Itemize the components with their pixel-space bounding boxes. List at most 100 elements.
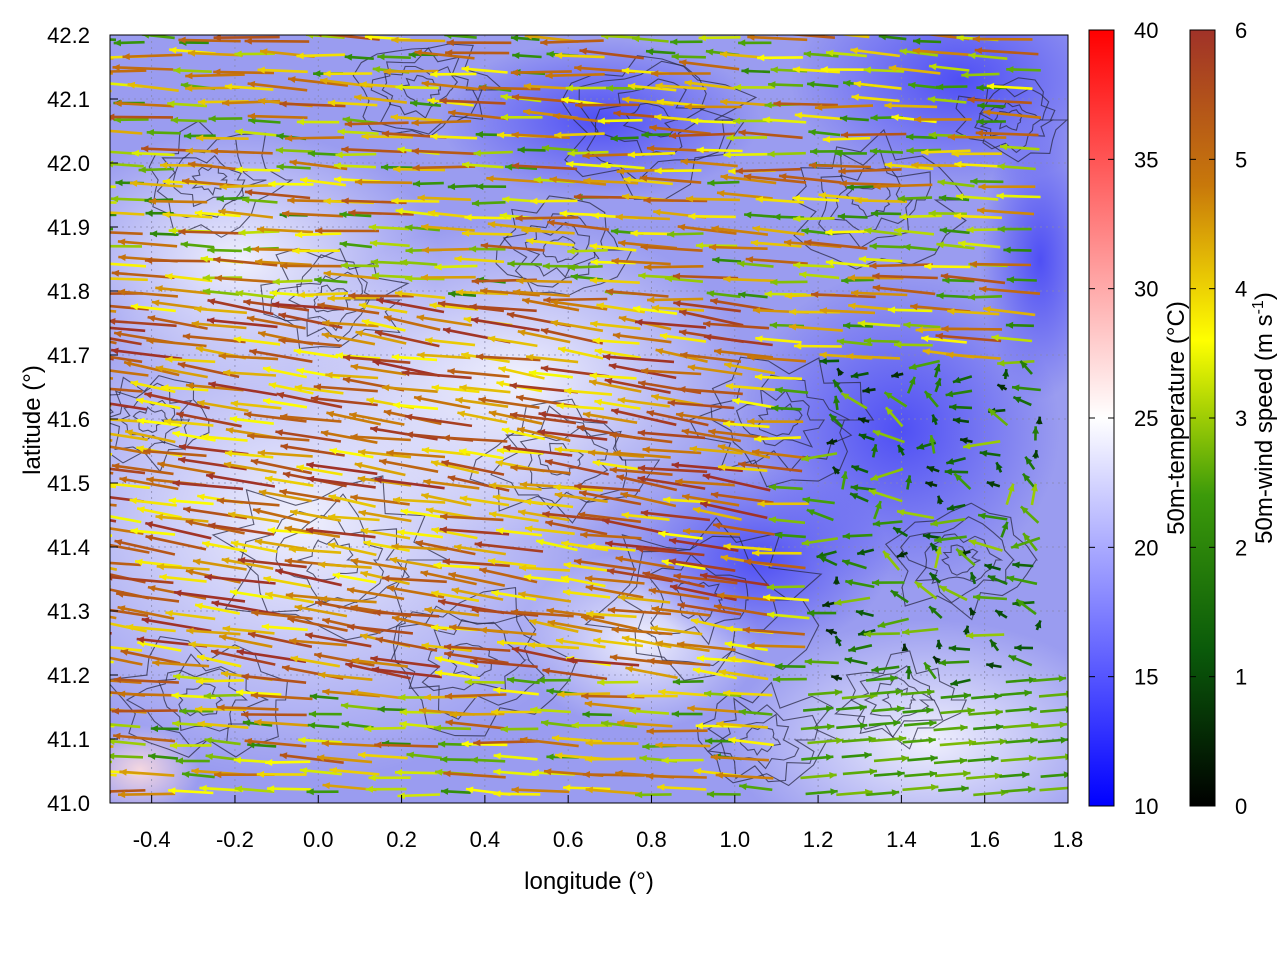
wind-vector-shaft (524, 526, 575, 536)
wind-vector-head (118, 254, 126, 261)
wind-vector-shaft (110, 585, 111, 589)
wind-vector-shaft (162, 212, 213, 219)
wind-vector-head (888, 64, 897, 72)
wind-vector-head (351, 657, 360, 665)
wind-vector-head (679, 309, 687, 317)
wind-vector-head (493, 752, 501, 760)
wind-vector-head (1067, 784, 1068, 786)
wind-vector-shaft (673, 574, 738, 585)
wind-vector-shaft (723, 152, 768, 157)
wind-vector-head (550, 319, 559, 327)
wind-vector-head (430, 624, 439, 631)
wind-vector-head (459, 495, 468, 503)
wind-vector-head (294, 384, 303, 392)
wind-vector-head (328, 542, 336, 550)
wind-vector-head (168, 227, 176, 235)
wind-vector-head (700, 501, 708, 509)
wind-vector-shaft (254, 260, 312, 267)
wind-vector-shaft (521, 298, 580, 312)
wind-vector-head (623, 176, 631, 184)
wind-vector-shaft (488, 483, 542, 491)
wind-vector-head (858, 417, 866, 424)
wind-vector-head (74, 322, 82, 329)
wind-vector-head (543, 296, 551, 304)
wind-vector-head (243, 298, 251, 306)
wind-vector-shaft (479, 628, 537, 636)
wind-vector-head (207, 317, 215, 325)
wind-vector-head (207, 246, 215, 254)
wind-vector-head (1066, 690, 1068, 698)
wind-vector-head (357, 475, 366, 483)
x-tick-label: 1.0 (719, 827, 750, 852)
wind-vector-head (170, 116, 179, 124)
wind-vector-head (449, 711, 457, 718)
x-tick-label: 0.2 (386, 827, 417, 852)
wind-vector-head (602, 518, 610, 525)
wind-vector-shaft (516, 279, 573, 284)
wind-vector-shaft (119, 770, 175, 777)
wind-vector-head (451, 587, 460, 595)
wind-vector-shaft (122, 53, 183, 59)
wind-vector-head (288, 546, 297, 553)
wind-vector-shaft (605, 289, 669, 298)
wind-vector-head (348, 209, 356, 217)
wind-vector-head (194, 305, 202, 313)
wind-vector-shaft (715, 773, 774, 780)
wind-vector-head (147, 315, 156, 322)
wind-vector-head (323, 70, 331, 78)
wind-vector-head (834, 689, 843, 696)
wind-vector-head (893, 527, 902, 535)
wind-vector-shaft (110, 304, 149, 311)
wind-vector-shaft (587, 544, 636, 552)
wind-vector-head (899, 213, 907, 221)
wind-vector-head (442, 434, 450, 442)
wind-vector-head (282, 471, 291, 479)
wind-vector-head (90, 583, 98, 590)
contour-line (646, 553, 749, 646)
wind-vector-head (681, 428, 690, 436)
wind-vector-shaft (451, 588, 504, 601)
wind-vector-shaft (110, 656, 143, 666)
colorbar-tick-label: 1 (1235, 665, 1247, 690)
wind-vector-head (616, 474, 625, 482)
wind-vector-shaft (678, 60, 740, 71)
wind-vector-head (505, 163, 513, 171)
wind-vector-head (820, 66, 828, 73)
wind-vector-shaft (222, 371, 277, 377)
wind-vector-head (348, 292, 356, 300)
wind-vector-head (63, 256, 70, 263)
wind-vector-shaft (344, 121, 409, 126)
wind-vector-shaft (747, 35, 808, 42)
wind-vector-head (960, 724, 968, 732)
wind-vector-head (276, 163, 284, 171)
wind-vector-head (257, 449, 266, 457)
wind-vector-shaft (975, 131, 1039, 137)
wind-vector-head (554, 131, 562, 139)
wind-vector-head (627, 151, 635, 159)
wind-vector-shaft (611, 627, 673, 636)
wind-vector-head (354, 94, 362, 102)
wind-vector-head (251, 609, 259, 617)
wind-vector-head (871, 666, 879, 673)
wind-vector-head (506, 311, 515, 319)
wind-vector-head (148, 752, 156, 760)
wind-vector-head (639, 755, 647, 762)
wind-vector-shaft (654, 169, 702, 173)
wind-vector-shaft (279, 489, 341, 503)
wind-vector-shaft (573, 559, 637, 571)
wind-vector-head (567, 263, 575, 271)
wind-vector-shaft (326, 411, 381, 426)
wind-vector-shaft (110, 645, 143, 652)
wind-vector-head (629, 707, 637, 715)
wind-vector-shaft (276, 392, 343, 409)
wind-vector-shaft (433, 563, 480, 569)
wind-vector-head (321, 740, 330, 747)
wind-vector-head (57, 384, 65, 391)
wind-vector-head (808, 128, 816, 136)
wind-vector-head (392, 615, 400, 623)
wind-vector-head (708, 243, 717, 251)
wind-vector-shaft (668, 132, 735, 138)
wind-vector-head (391, 36, 399, 44)
wind-vector-head (704, 690, 712, 698)
wind-vector-shaft (185, 73, 245, 78)
